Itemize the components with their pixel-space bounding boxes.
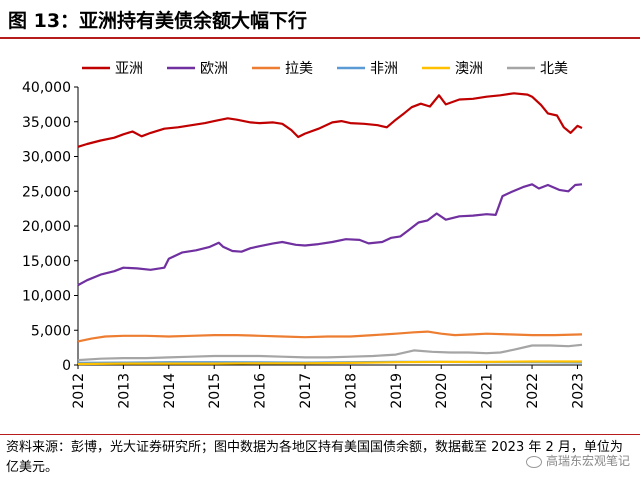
- legend-label-亚洲: 亚洲: [115, 61, 143, 77]
- y-tick-label: 0: [62, 358, 71, 374]
- legend-label-非洲: 非洲: [370, 61, 398, 77]
- y-tick-label: 10,000: [22, 289, 71, 305]
- y-tick-label: 35,000: [22, 115, 71, 131]
- line-chart: 亚洲 欧洲 拉美 非洲 澳洲 北美 0 5,000 10,000 15,000 20,000 25,…: [22, 61, 586, 409]
- watermark-text: 高瑞东宏观笔记: [545, 454, 630, 468]
- x-tick-label: 2020: [434, 373, 450, 409]
- source-footnote: 资料来源：彭博，光大证券研究所；图中数据为各地区持有美国国债余额，数据截至 20…: [6, 440, 623, 475]
- x-tick-label: 2016: [253, 373, 269, 409]
- watermark: 高瑞东宏观笔记: [525, 452, 630, 469]
- y-tick-label: 30,000: [22, 150, 71, 166]
- chart-axes: 0 5,000 10,000 15,000 20,000 25,000 30,000 35,0…: [22, 80, 586, 409]
- chart-series: [77, 92, 583, 366]
- footer-rule: [0, 434, 640, 435]
- x-tick-label: 2021: [480, 373, 496, 409]
- legend-label-欧洲: 欧洲: [200, 61, 228, 77]
- series-line-欧洲: [77, 183, 583, 287]
- wechat-icon: [525, 455, 542, 468]
- y-tick-label: 25,000: [22, 184, 71, 200]
- legend-label-澳洲: 澳洲: [455, 61, 483, 77]
- x-tick-label: 2012: [71, 373, 87, 409]
- x-tick-label: 2013: [116, 373, 132, 409]
- legend-label-北美: 北美: [540, 61, 568, 77]
- y-tick-label: 20,000: [22, 219, 71, 235]
- y-tick-label: 40,000: [22, 80, 71, 96]
- chart-title: 图 13：亚洲持有美债余额大幅下行: [8, 10, 308, 32]
- x-tick-label: 2014: [162, 373, 178, 409]
- series-line-拉美: [77, 330, 583, 343]
- series-line-澳洲: [77, 360, 582, 366]
- x-tick-label: 2022: [525, 373, 541, 409]
- x-tick-label: 2023: [570, 373, 586, 409]
- x-tick-label: 2019: [389, 373, 405, 409]
- y-tick-label: 15,000: [22, 254, 71, 270]
- series-line-北美: [77, 343, 583, 362]
- series-line-亚洲: [77, 92, 583, 148]
- legend: 亚洲 欧洲 拉美 非洲 澳洲 北美: [82, 61, 568, 77]
- title-underline: [0, 37, 640, 39]
- x-tick-label: 2018: [343, 373, 359, 409]
- x-tick-label: 2015: [207, 373, 223, 409]
- y-tick-label: 5,000: [31, 323, 71, 339]
- legend-label-拉美: 拉美: [285, 61, 313, 77]
- x-tick-label: 2017: [298, 373, 314, 409]
